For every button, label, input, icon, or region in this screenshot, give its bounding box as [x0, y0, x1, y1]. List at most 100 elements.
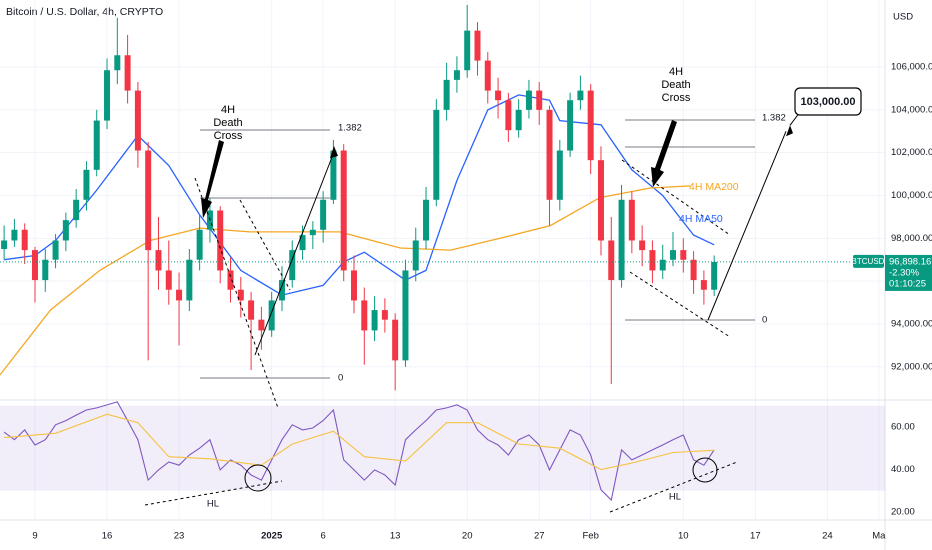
rsi-tick-label: 20.00 — [891, 506, 915, 517]
candle-body — [196, 229, 203, 260]
candle-body — [392, 319, 399, 361]
x-tick-label: 17 — [750, 531, 761, 542]
y-tick-label: 100,000.00 — [891, 190, 932, 201]
candle-body — [464, 30, 471, 71]
candle-body — [21, 229, 28, 251]
chart-title: Bitcoin / U.S. Dollar, 4h, CRYPTO — [6, 6, 163, 18]
fib-label: 1.382 — [338, 123, 362, 134]
candle-body — [700, 280, 707, 290]
candle-body — [423, 199, 430, 241]
candle-body — [484, 60, 491, 91]
rsi-tick-label: 40.00 — [891, 464, 915, 475]
candle-body — [309, 229, 316, 236]
candle-body — [495, 90, 502, 101]
candle-body — [608, 240, 615, 281]
price-tag — [885, 254, 932, 291]
candle-body — [690, 259, 697, 281]
x-tick-label: 13 — [390, 531, 401, 542]
moving-average — [4, 94, 715, 296]
candle-body — [453, 70, 460, 80]
candle-body — [577, 90, 584, 101]
candle-body — [711, 261, 718, 290]
candle-body — [381, 310, 388, 320]
x-tick-label: 27 — [534, 531, 545, 542]
candle-body — [659, 259, 666, 271]
x-tick-label: 10 — [678, 531, 689, 542]
candle-body — [536, 90, 543, 110]
candle-body — [680, 250, 687, 260]
death-cross-label: 4H — [669, 66, 683, 78]
hl-label: HL — [207, 499, 219, 510]
x-tick-label: 2025 — [261, 531, 283, 542]
candle-body — [597, 160, 604, 241]
candle-body — [289, 250, 296, 281]
symbol-label: BTCUSD — [852, 257, 885, 266]
x-tick-label: 6 — [320, 531, 325, 542]
candle-body — [227, 270, 234, 290]
rsi-line — [4, 413, 715, 471]
channel-line — [621, 159, 731, 236]
countdown-label: 01:10:25 — [889, 278, 926, 289]
candle-body — [340, 150, 347, 271]
trend-line — [144, 480, 283, 506]
y-tick-label: 92,000.00 — [891, 361, 932, 372]
y-tick-label: 98,000.00 — [891, 233, 932, 244]
candle-body — [320, 199, 327, 230]
highlight-circle — [244, 464, 272, 492]
y-tick-label: 102,000.00 — [891, 147, 932, 158]
projection-line — [254, 151, 335, 356]
candle-body — [176, 289, 183, 301]
candle-body — [11, 229, 18, 241]
x-tick-label: 24 — [822, 531, 833, 542]
candle-body — [299, 235, 306, 251]
candle-body — [351, 270, 357, 301]
candle-body — [237, 289, 244, 301]
death-cross-label: Cross — [662, 92, 691, 104]
candle-body — [371, 310, 378, 331]
candle-body — [155, 250, 162, 271]
death-cross-label: Death — [661, 79, 690, 91]
arrow-head — [330, 146, 338, 158]
candle-body — [165, 270, 172, 290]
candle-body — [62, 220, 69, 241]
candle-body — [186, 259, 193, 301]
channel-line — [629, 271, 731, 338]
candle-body — [639, 240, 646, 251]
trend-line — [609, 461, 738, 513]
candle-body — [330, 150, 337, 200]
target-box — [794, 87, 862, 116]
symbol-tag — [853, 254, 884, 268]
x-tick-label: 20 — [462, 531, 473, 542]
candle-body — [587, 90, 594, 161]
ma-label: 4H MA200 — [689, 181, 739, 193]
fib-label: 0 — [762, 315, 767, 326]
channel-line — [239, 199, 291, 291]
candle-body — [134, 90, 141, 151]
callout-arrow — [651, 120, 677, 187]
candle-body — [443, 79, 450, 110]
x-tick-label: Feb — [582, 531, 598, 542]
candle-body — [525, 90, 532, 110]
candle-body — [114, 55, 121, 71]
projection-line — [707, 131, 787, 321]
candle-body — [1, 240, 8, 250]
candle-body — [546, 109, 553, 200]
candle-body — [515, 109, 522, 131]
candle-body — [361, 300, 368, 331]
death-cross-label: 4H — [221, 104, 235, 116]
x-tick-label: 23 — [174, 531, 185, 542]
rsi-pane: 20.00 40.00 60.00 — [0, 401, 915, 517]
candle-body — [670, 250, 677, 260]
candle-body — [505, 100, 512, 131]
rsi-tick-label: 60.00 — [891, 421, 915, 432]
rsi-line — [3, 401, 715, 502]
candle-body — [93, 120, 100, 170]
candle-body — [628, 199, 635, 241]
candle-body — [31, 250, 38, 281]
candle-body — [618, 199, 625, 281]
arrow-head — [786, 125, 793, 137]
x-tick-label: 9 — [32, 531, 37, 542]
